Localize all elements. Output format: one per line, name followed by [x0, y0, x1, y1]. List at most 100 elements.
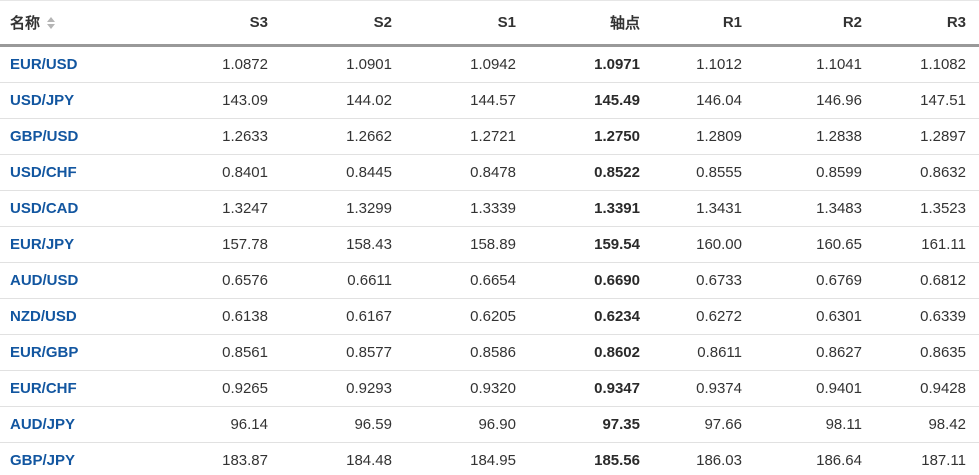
- table-row: EUR/JPY 157.78 158.43 158.89 159.54 160.00 160…: [0, 226, 979, 263]
- r3-cell: 0.8635: [875, 334, 979, 371]
- r3-cell: 147.51: [875, 82, 979, 119]
- pair-link[interactable]: AUD/USD: [10, 272, 79, 289]
- pivot-cell: 0.6234: [529, 298, 653, 335]
- r1-cell: 160.00: [653, 226, 755, 263]
- pair-link[interactable]: AUD/JPY: [10, 416, 76, 433]
- pivot-cell: 0.8522: [529, 154, 653, 191]
- pair-name-cell: AUD/USD: [0, 262, 181, 299]
- pivot-cell: 145.49: [529, 82, 653, 119]
- table-row: EUR/GBP 0.8561 0.8577 0.8586 0.8602 0.8611 0.8…: [0, 334, 979, 371]
- r3-cell: 1.2897: [875, 118, 979, 155]
- column-header-name[interactable]: 名称: [0, 0, 181, 47]
- s3-cell: 0.6576: [181, 262, 281, 299]
- r3-cell: 161.11: [875, 226, 979, 263]
- r3-cell: 0.8632: [875, 154, 979, 191]
- pivot-cell: 0.6690: [529, 262, 653, 299]
- s1-cell: 1.0942: [405, 45, 529, 83]
- s1-cell: 96.90: [405, 406, 529, 443]
- pair-name-cell: USD/CAD: [0, 190, 181, 227]
- r1-cell: 146.04: [653, 82, 755, 119]
- s2-cell: 0.6611: [281, 262, 405, 299]
- column-header-label: S2: [373, 14, 392, 31]
- s1-cell: 0.6205: [405, 298, 529, 335]
- r1-cell: 1.3431: [653, 190, 755, 227]
- table-row: EUR/USD 1.0872 1.0901 1.0942 1.0971 1.1012 1.1…: [0, 45, 979, 83]
- pair-name-cell: EUR/CHF: [0, 370, 181, 407]
- r3-cell: 0.6812: [875, 262, 979, 299]
- s3-cell: 1.2633: [181, 118, 281, 155]
- column-header-label: S1: [497, 14, 516, 31]
- r1-cell: 0.8611: [653, 334, 755, 371]
- pair-link[interactable]: NZD/USD: [10, 308, 77, 325]
- pivot-cell: 0.8602: [529, 334, 653, 371]
- s1-cell: 184.95: [405, 442, 529, 475]
- pair-name-cell: GBP/JPY: [0, 442, 181, 475]
- r2-cell: 0.6769: [755, 262, 875, 299]
- column-header-r2[interactable]: R2: [755, 0, 875, 47]
- s2-cell: 1.0901: [281, 45, 405, 83]
- column-header-s2[interactable]: S2: [281, 0, 405, 47]
- r1-cell: 186.03: [653, 442, 755, 475]
- pair-link[interactable]: EUR/GBP: [10, 344, 79, 361]
- r2-cell: 1.1041: [755, 45, 875, 83]
- s1-cell: 1.3339: [405, 190, 529, 227]
- s2-cell: 0.6167: [281, 298, 405, 335]
- table-row: AUD/JPY 96.14 96.59 96.90 97.35 97.66 98.11 98.…: [0, 406, 979, 443]
- r2-cell: 0.8627: [755, 334, 875, 371]
- column-header-label: R3: [946, 14, 966, 31]
- pair-name-cell: EUR/GBP: [0, 334, 181, 371]
- r1-cell: 97.66: [653, 406, 755, 443]
- r3-cell: 187.11: [875, 442, 979, 475]
- pair-link[interactable]: EUR/CHF: [10, 380, 77, 397]
- column-header-s1[interactable]: S1: [405, 0, 529, 47]
- r2-cell: 160.65: [755, 226, 875, 263]
- column-header-label: R2: [842, 14, 862, 31]
- column-header-label: 名称: [10, 15, 41, 32]
- column-header-s3[interactable]: S3: [181, 0, 281, 47]
- pair-link[interactable]: USD/CHF: [10, 164, 77, 181]
- table-row: USD/JPY 143.09 144.02 144.57 145.49 146.04 146…: [0, 82, 979, 119]
- s1-cell: 1.2721: [405, 118, 529, 155]
- column-header-label: 轴点: [609, 15, 640, 32]
- pair-name-cell: EUR/USD: [0, 45, 181, 83]
- pair-link[interactable]: EUR/USD: [10, 56, 78, 73]
- s3-cell: 0.8561: [181, 334, 281, 371]
- s2-cell: 0.8445: [281, 154, 405, 191]
- s1-cell: 0.8586: [405, 334, 529, 371]
- r1-cell: 0.9374: [653, 370, 755, 407]
- column-header-label: R1: [722, 14, 742, 31]
- pair-name-cell: EUR/JPY: [0, 226, 181, 263]
- s3-cell: 0.6138: [181, 298, 281, 335]
- table-row: AUD/USD 0.6576 0.6611 0.6654 0.6690 0.6733 0.6…: [0, 262, 979, 299]
- r1-cell: 1.1012: [653, 45, 755, 83]
- s1-cell: 0.6654: [405, 262, 529, 299]
- pivot-cell: 185.56: [529, 442, 653, 475]
- pair-name-cell: USD/CHF: [0, 154, 181, 191]
- s1-cell: 0.8478: [405, 154, 529, 191]
- pivot-cell: 159.54: [529, 226, 653, 263]
- s3-cell: 157.78: [181, 226, 281, 263]
- pair-link[interactable]: USD/CAD: [10, 200, 79, 217]
- pair-link[interactable]: GBP/USD: [10, 128, 79, 145]
- r1-cell: 1.2809: [653, 118, 755, 155]
- pair-link[interactable]: USD/JPY: [10, 92, 75, 109]
- pair-name-cell: NZD/USD: [0, 298, 181, 335]
- column-header-pivot[interactable]: 轴点: [529, 0, 653, 47]
- pair-name-cell: USD/JPY: [0, 82, 181, 119]
- s3-cell: 143.09: [181, 82, 281, 119]
- column-header-r3[interactable]: R3: [875, 0, 979, 47]
- pair-link[interactable]: GBP/JPY: [10, 452, 76, 469]
- r2-cell: 98.11: [755, 406, 875, 443]
- column-header-r1[interactable]: R1: [653, 0, 755, 47]
- pivot-cell: 1.0971: [529, 45, 653, 83]
- header-row: 名称 S3 S2 S1 轴点 R1 R2 R3: [0, 0, 979, 47]
- s2-cell: 158.43: [281, 226, 405, 263]
- pair-link[interactable]: EUR/JPY: [10, 236, 75, 253]
- r1-cell: 0.6272: [653, 298, 755, 335]
- r2-cell: 1.2838: [755, 118, 875, 155]
- s2-cell: 1.2662: [281, 118, 405, 155]
- s2-cell: 0.9293: [281, 370, 405, 407]
- r3-cell: 98.42: [875, 406, 979, 443]
